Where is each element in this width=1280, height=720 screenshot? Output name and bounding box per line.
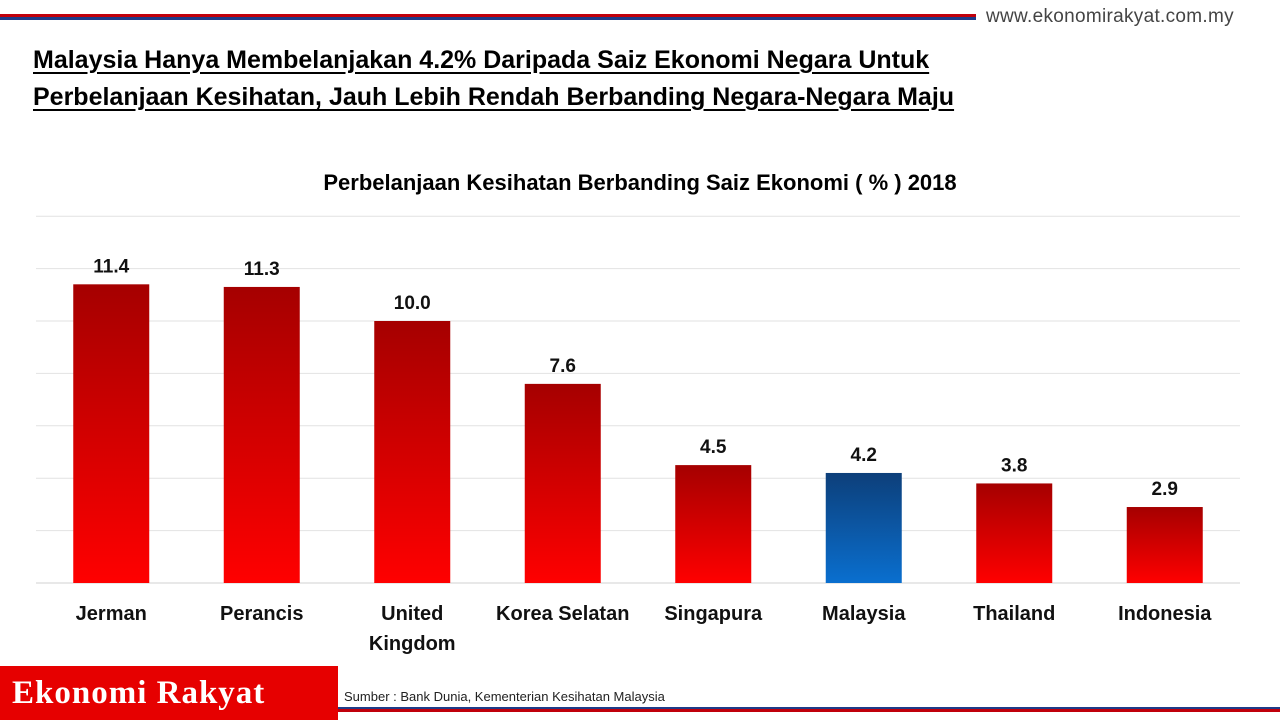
headline-line-1: Malaysia Hanya Membelanjakan 4.2% Daripa… [33,46,930,74]
bar-thailand [976,483,1053,583]
data-label: 3.8 [1001,455,1027,476]
data-label: 11.3 [244,259,280,280]
category-label: Singapura [664,603,763,625]
category-label: Jerman [76,603,147,625]
bar-malaysia [825,472,902,583]
bottom-rule [338,707,1280,712]
headline: Malaysia Hanya Membelanjakan 4.2% Daripa… [33,42,1133,116]
bar-indonesia [1126,507,1203,583]
bar-korea-selatan [524,383,601,583]
bottom-rule-red [338,709,1280,712]
top-rule [0,14,976,20]
data-label: 10.0 [394,293,431,314]
headline-line-2: Perbelanjaan Kesihatan, Jauh Lebih Renda… [33,83,955,111]
brand-logo-text: Ekonomi Rakyat [12,675,266,711]
top-rule-red [0,14,976,17]
bottom-rule-blue [338,707,1280,709]
category-label: Thailand [973,603,1055,625]
data-label: 2.9 [1152,479,1178,500]
bar-united-kingdom [374,321,451,583]
category-label: United [381,603,443,625]
bar-singapura [675,465,752,583]
data-label: 4.2 [851,445,877,466]
bar-jerman [73,284,150,583]
top-rule-blue [0,17,976,20]
website-url: www.ekonomirakyat.com.my [986,6,1234,27]
bar-perancis [223,286,300,583]
bars [73,284,1203,583]
data-label: 11.4 [93,256,129,277]
gridlines [36,215,1240,584]
category-label: Korea Selatan [496,603,629,625]
category-label: Malaysia [822,603,906,625]
category-label: Indonesia [1118,603,1212,625]
source-note: Sumber : Bank Dunia, Kementerian Kesihat… [344,689,665,704]
data-label: 4.5 [700,437,727,458]
category-label: Perancis [220,603,303,625]
category-label: Kingdom [369,633,456,655]
data-label: 7.6 [550,356,576,377]
category-labels: Jerman Perancis United Kingdom Korea Selatan… [76,603,1213,655]
chart-title: Perbelanjaan Kesihatan Berbanding Saiz E… [323,170,957,195]
brand-logo-box: Ekonomi Rakyat [0,666,338,720]
value-labels: 11.4 11.3 10.0 7.6 4.5 4.2 3.8 2.9 [93,256,1178,500]
